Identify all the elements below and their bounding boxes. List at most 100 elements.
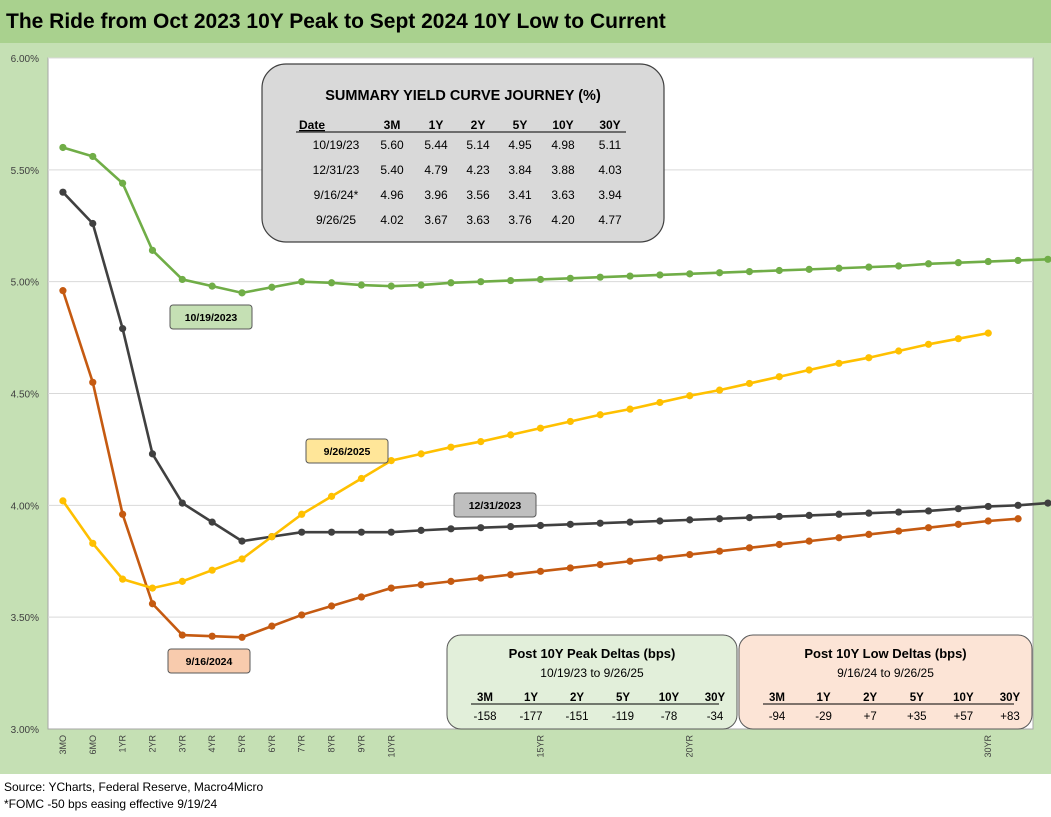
summary-cell: 4.03 <box>598 163 622 177</box>
series-point <box>805 537 813 545</box>
series-point <box>656 271 664 279</box>
series-point <box>745 268 754 276</box>
series-point <box>656 517 664 525</box>
series-point <box>984 517 992 525</box>
series-point <box>954 520 962 528</box>
summary-cell: 4.79 <box>424 163 448 177</box>
series-point <box>895 527 903 535</box>
series-point <box>59 143 67 152</box>
source-text: Source: YCharts, Federal Reserve, Macro4… <box>4 780 264 794</box>
series-label-box <box>305 438 389 464</box>
series-point <box>954 259 962 267</box>
low-delta-box-header: 3M <box>769 692 785 704</box>
summary-header: Date <box>299 118 325 132</box>
series-point <box>59 287 67 295</box>
series-point <box>715 515 724 523</box>
series-point <box>327 528 336 536</box>
low-delta-box-value: +7 <box>864 711 877 723</box>
series-point <box>417 450 425 458</box>
series-point <box>238 537 246 545</box>
series-point <box>536 521 545 530</box>
series-point <box>148 246 157 254</box>
series-point <box>954 505 962 513</box>
low-delta-box-header: 30Y <box>1000 692 1021 704</box>
series-point <box>536 275 545 284</box>
peak-delta-box-header: 2Y <box>570 692 584 704</box>
y-tick-label: 5.50% <box>11 166 39 177</box>
series-point <box>268 283 276 291</box>
series-point <box>596 561 604 569</box>
series-point <box>775 373 783 381</box>
series-point <box>566 520 574 528</box>
low-delta-box-value: +35 <box>907 711 927 723</box>
summary-cell: 3.67 <box>424 213 448 227</box>
series-point <box>507 431 515 439</box>
x-tick-label: 3YR <box>177 735 187 753</box>
series-point <box>865 509 873 517</box>
summary-cell: 3.84 <box>508 163 532 177</box>
x-tick-label: 9YR <box>356 735 366 753</box>
series-point <box>715 269 724 277</box>
series-point <box>89 152 97 161</box>
series-point <box>865 354 873 362</box>
series-point <box>447 279 455 287</box>
y-tick-label: 4.50% <box>11 390 39 401</box>
low-delta-box <box>738 634 1033 730</box>
series-point <box>686 550 694 559</box>
series-point <box>208 518 216 526</box>
peak-delta-box-subtitle: 10/19/23 to 9/26/25 <box>540 666 644 680</box>
series-point <box>536 567 545 575</box>
series-point <box>626 557 634 565</box>
series-point <box>566 274 574 282</box>
series-point <box>686 516 694 524</box>
summary-cell: 3.41 <box>508 188 532 202</box>
series-point <box>835 534 843 542</box>
x-tick-label: 10YR <box>386 735 396 758</box>
series-point <box>477 278 485 286</box>
series-point <box>1014 515 1022 523</box>
series-point <box>119 510 127 518</box>
summary-cell: 4.98 <box>551 138 575 152</box>
summary-cell: 3.88 <box>551 163 575 177</box>
summary-cell: 4.02 <box>380 213 404 227</box>
series-point <box>477 524 485 532</box>
series-point <box>775 266 783 275</box>
series-point <box>387 584 395 592</box>
summary-cell: 3.96 <box>424 188 448 202</box>
x-tick-label: 1YR <box>118 735 128 753</box>
summary-header: 10Y <box>552 118 573 132</box>
series-line <box>61 331 989 590</box>
summary-box-title: SUMMARY YIELD CURVE JOURNEY (%) <box>325 88 601 104</box>
series-point <box>298 510 306 518</box>
peak-delta-box-header: 10Y <box>659 692 680 704</box>
series-point <box>387 282 395 290</box>
series-point <box>507 276 515 285</box>
series-point <box>895 347 903 355</box>
low-delta-box-header: 10Y <box>953 692 974 704</box>
low-delta-box-value: -29 <box>815 711 832 723</box>
series-point <box>507 571 515 579</box>
x-tick-label: 8YR <box>327 735 337 753</box>
series-point <box>417 281 425 289</box>
series-point <box>865 530 873 539</box>
series-point <box>148 600 157 608</box>
peak-delta-box-value: -78 <box>661 711 678 723</box>
peak-delta-box-header: 1Y <box>524 692 538 704</box>
x-tick-label: 7YR <box>297 735 307 753</box>
series-point <box>715 547 724 555</box>
peak-delta-box-value: -158 <box>473 711 496 723</box>
series-point <box>447 443 455 451</box>
series-point <box>596 273 604 281</box>
series-point <box>1014 256 1022 265</box>
series-point <box>1044 255 1051 263</box>
low-delta-box-value: +57 <box>954 711 974 723</box>
series-point <box>626 272 634 280</box>
series-point <box>686 392 694 400</box>
series-point <box>178 577 186 585</box>
series-point <box>1014 501 1022 509</box>
series-point <box>775 540 783 549</box>
footnote-text: *FOMC -50 bps easing effective 9/19/24 <box>4 797 218 811</box>
series-point <box>327 279 336 287</box>
series-point <box>89 539 97 547</box>
series-point <box>835 359 843 367</box>
